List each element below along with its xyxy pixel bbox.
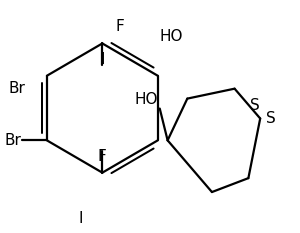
Text: HO: HO [160, 28, 183, 44]
Text: Br: Br [4, 133, 21, 148]
Text: Br: Br [9, 81, 26, 96]
Text: F: F [98, 149, 107, 164]
Text: I: I [78, 211, 83, 226]
Text: S: S [266, 111, 276, 126]
Text: S: S [250, 98, 260, 113]
Text: I: I [100, 52, 105, 67]
Text: HO: HO [134, 92, 158, 106]
Text: F: F [116, 19, 124, 34]
